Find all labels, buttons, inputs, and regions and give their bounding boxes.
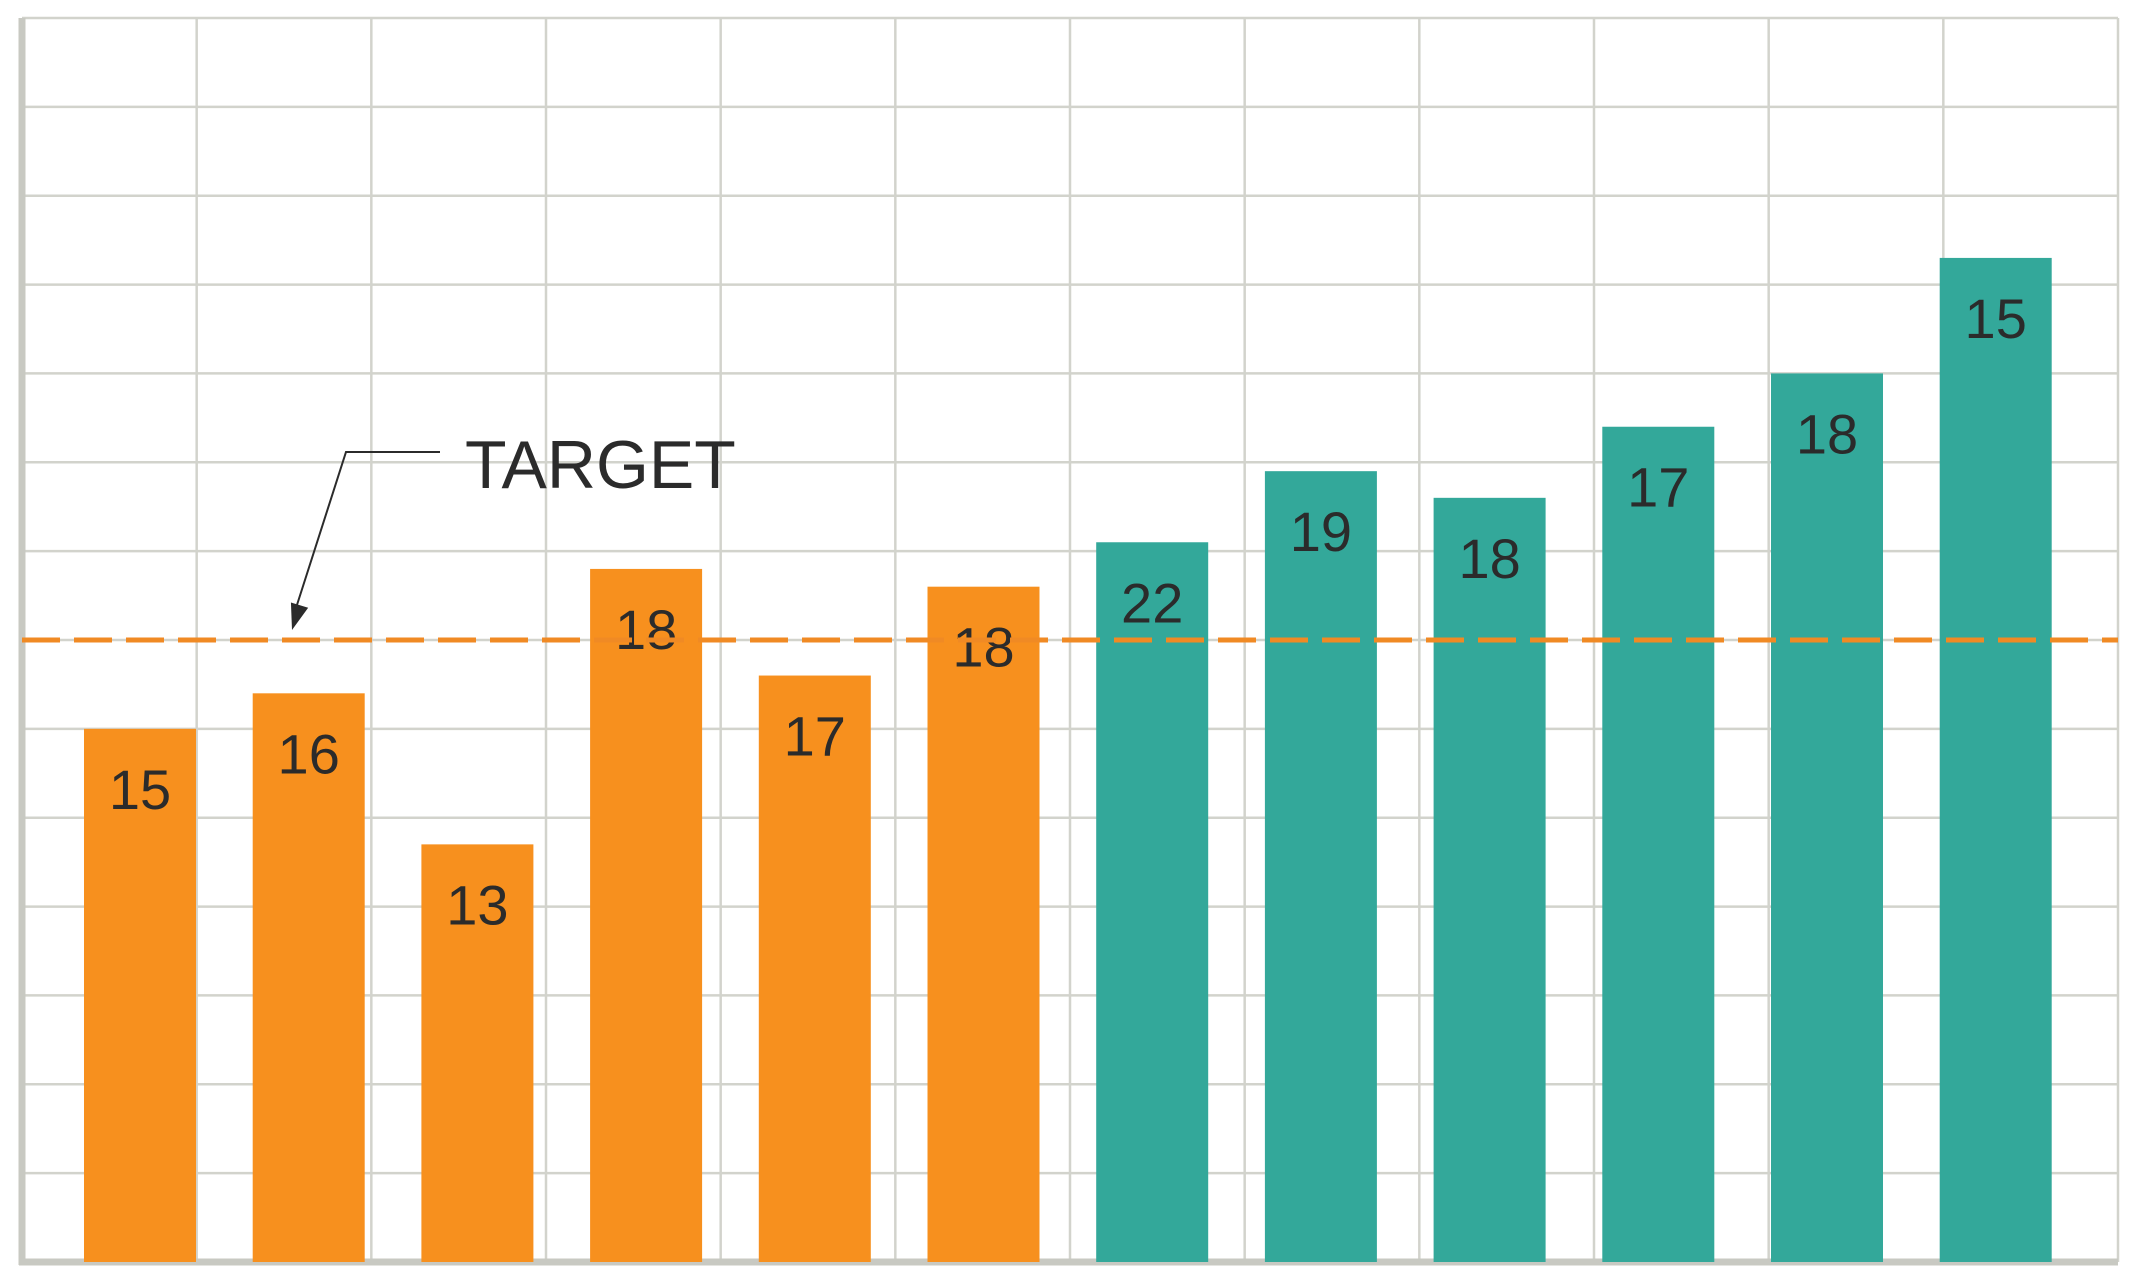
- target-arrow-icon: [290, 602, 309, 630]
- bar-value-label: 13: [446, 873, 508, 936]
- bar: [1939, 257, 2052, 1262]
- bar: [1433, 497, 1546, 1262]
- chart-bars: [84, 257, 2052, 1263]
- bar-value-label: 18: [1458, 527, 1520, 590]
- target-callout-leader: [295, 451, 440, 609]
- bar: [1096, 542, 1209, 1262]
- bar-value-label: 18: [1796, 402, 1858, 465]
- bar: [927, 586, 1040, 1262]
- bar-value-label: 18: [615, 598, 677, 661]
- bar-value-label: 16: [278, 722, 340, 785]
- bar: [1264, 471, 1377, 1263]
- bar: [84, 728, 196, 1262]
- bar-value-label: 15: [109, 758, 171, 821]
- bar: [1602, 426, 1715, 1262]
- bar: [590, 568, 703, 1262]
- bar: [1771, 373, 1883, 1262]
- target-callout: TARGET: [290, 427, 736, 630]
- bar: [252, 693, 365, 1262]
- bar-value-label: 17: [1627, 456, 1689, 519]
- bar-labels: 15 16 13 18 17 18 22 19 18 17 18 15: [109, 287, 2027, 936]
- bar-value-label: 22: [1121, 571, 1183, 634]
- bar: [758, 675, 871, 1262]
- bar-value-label: 18: [952, 616, 1014, 679]
- bar-value-label: 17: [784, 705, 846, 768]
- bar: [421, 844, 534, 1262]
- bar-value-label: 15: [1965, 287, 2027, 350]
- target-label: TARGET: [465, 427, 736, 503]
- bar-value-label: 19: [1290, 500, 1352, 563]
